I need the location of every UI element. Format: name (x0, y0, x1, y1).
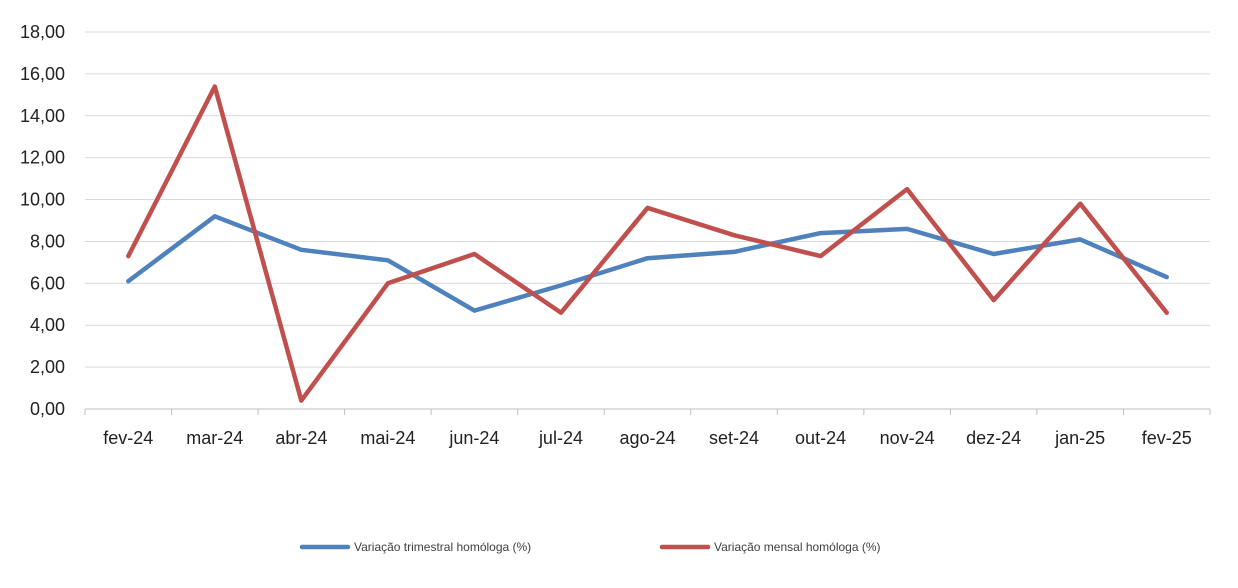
y-tick-label: 8,00 (30, 231, 65, 251)
x-axis (84, 408, 1211, 415)
y-tick-label: 16,00 (20, 64, 65, 84)
x-axis-labels: fev-24 mar-24 abr-24 mai-24 jun-24 jul-24 ago-… (103, 428, 1191, 448)
y-tick-label: 0,00 (30, 399, 65, 419)
x-tick-label: set-24 (709, 428, 759, 448)
x-tick-label: jun-24 (448, 428, 499, 448)
y-tick-label: 10,00 (20, 190, 65, 210)
legend-item-1: Variação trimestral homóloga (%) (299, 540, 531, 554)
y-tick-label: 12,00 (20, 148, 65, 168)
y-tick-label: 14,00 (20, 106, 65, 126)
y-tick-label: 4,00 (30, 315, 65, 335)
legend-label: Variação trimestral homóloga (%) (354, 540, 531, 554)
y-tick-label: 18,00 (20, 22, 65, 42)
legend-label: Variação mensal homóloga (%) (714, 540, 881, 554)
x-tick-label: mar-24 (186, 428, 243, 448)
x-tick-label: fev-25 (1142, 428, 1192, 448)
legend-item-2: Variação mensal homóloga (%) (659, 540, 881, 554)
series-line-1 (126, 214, 1169, 313)
y-axis-labels: 0,00 2,00 4,00 6,00 8,00 10,00 12,00 14,00 16,00… (20, 22, 65, 419)
legend: Variação trimestral homóloga (%) Variação… (299, 540, 881, 554)
y-tick-label: 6,00 (30, 273, 65, 293)
series-lines (126, 84, 1169, 403)
y-tick-label: 2,00 (30, 357, 65, 377)
gridlines (85, 31, 1210, 368)
x-tick-label: out-24 (795, 428, 846, 448)
series-line-2 (126, 84, 1169, 403)
x-tick-label: jul-24 (538, 428, 583, 448)
x-tick-label: mai-24 (360, 428, 415, 448)
x-tick-label: abr-24 (275, 428, 327, 448)
x-tick-label: fev-24 (103, 428, 153, 448)
x-tick-label: dez-24 (966, 428, 1021, 448)
x-tick-label: jan-25 (1054, 428, 1105, 448)
x-tick-label: ago-24 (619, 428, 675, 448)
x-tick-label: nov-24 (880, 428, 935, 448)
